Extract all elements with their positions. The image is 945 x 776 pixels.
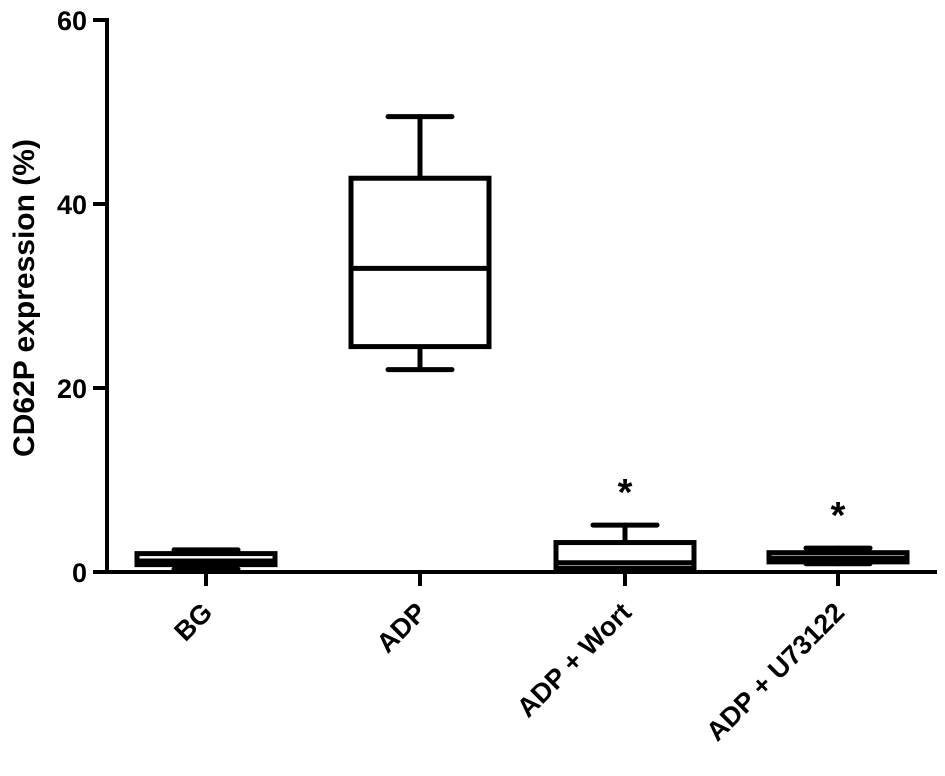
box-2	[348, 114, 492, 373]
box-iqr	[348, 175, 492, 350]
x-category-label: ADP + Wort	[511, 597, 637, 723]
y-tick-label: 0	[72, 558, 87, 588]
box-3: *	[553, 472, 697, 574]
significance-annotation: *	[831, 495, 846, 537]
y-tick-label: 20	[57, 374, 87, 404]
axes	[105, 18, 937, 574]
x-category-label: ADP + U73122	[700, 597, 850, 747]
y-tick-label: 40	[57, 190, 87, 220]
boxes: **	[134, 114, 910, 574]
y-axis-label: CD62P expression (%)	[8, 139, 41, 457]
box-1	[134, 547, 278, 572]
box-4: *	[766, 495, 910, 567]
y-ticks: 0 20 40 60	[57, 6, 109, 588]
x-ticks: BG ADP ADP + Wort ADP + U73122	[168, 570, 850, 747]
x-category-label: BG	[168, 597, 218, 647]
x-category-label: ADP	[371, 597, 433, 659]
y-tick-label: 60	[57, 6, 87, 36]
significance-annotation: *	[618, 472, 633, 514]
